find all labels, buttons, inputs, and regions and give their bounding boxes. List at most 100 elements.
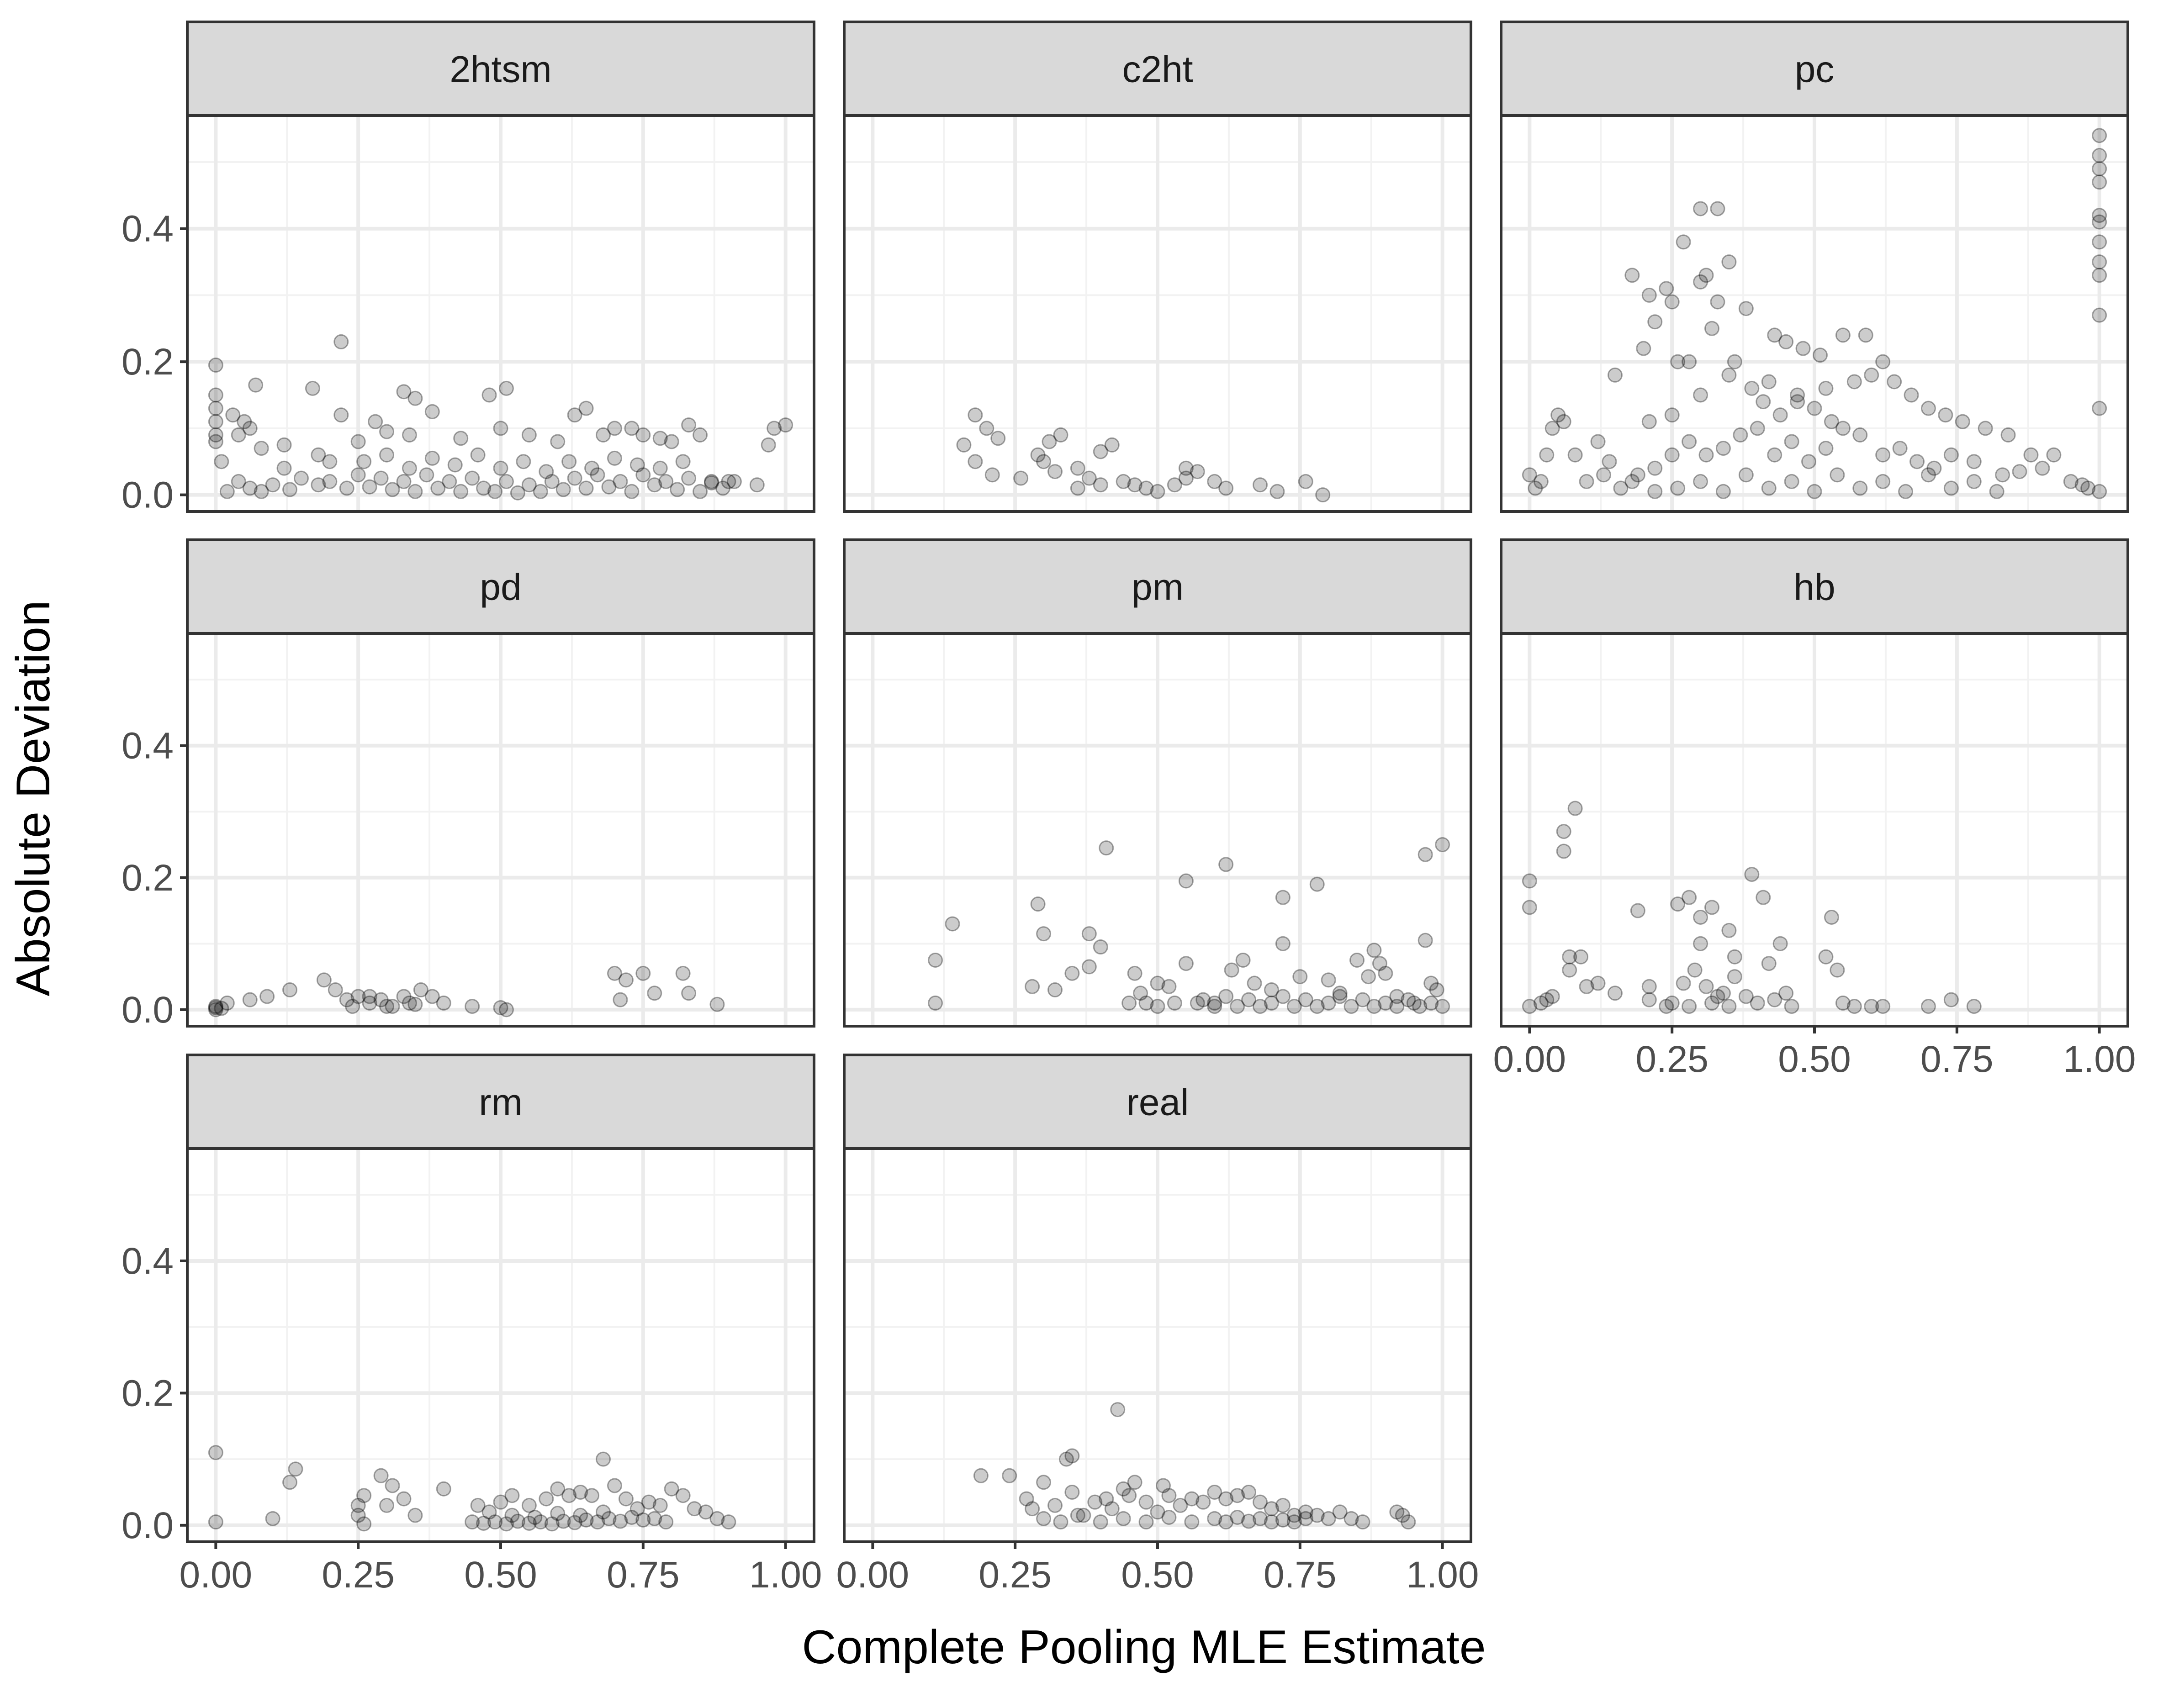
data-point bbox=[607, 965, 622, 981]
data-point bbox=[476, 480, 492, 496]
data-point bbox=[956, 437, 972, 453]
data-point bbox=[1682, 999, 1697, 1014]
data-point bbox=[493, 1494, 508, 1510]
data-point bbox=[1121, 995, 1137, 1011]
data-point bbox=[1207, 995, 1222, 1011]
data-point bbox=[1081, 959, 1097, 975]
data-point bbox=[1389, 999, 1405, 1014]
data-point bbox=[510, 1513, 525, 1529]
data-point bbox=[1670, 896, 1686, 912]
data-point bbox=[436, 995, 451, 1011]
data-point bbox=[1966, 999, 1982, 1014]
data-point bbox=[2092, 268, 2107, 283]
data-point bbox=[1715, 986, 1731, 1001]
data-point bbox=[1047, 982, 1063, 998]
data-point bbox=[1846, 999, 1862, 1014]
data-point bbox=[1562, 962, 1577, 978]
data-point bbox=[1378, 995, 1393, 1011]
data-point bbox=[1938, 407, 1953, 423]
data-point bbox=[1790, 394, 1805, 410]
data-point bbox=[385, 999, 400, 1014]
data-point bbox=[984, 467, 1000, 483]
data-point bbox=[1104, 437, 1120, 453]
facet-strip-label: rm bbox=[479, 1082, 523, 1123]
data-point bbox=[1360, 969, 1376, 985]
data-point bbox=[1727, 354, 1742, 369]
data-point bbox=[681, 417, 697, 433]
panel-border bbox=[843, 632, 1472, 1028]
data-point bbox=[1401, 992, 1416, 1007]
data-point bbox=[1343, 999, 1359, 1014]
data-point bbox=[635, 467, 651, 483]
y-tick-label: 0.4 bbox=[122, 1240, 174, 1282]
data-point bbox=[1127, 1475, 1142, 1490]
x-tick-label: 1.00 bbox=[749, 1554, 822, 1596]
data-point bbox=[1184, 1491, 1200, 1507]
data-point bbox=[1864, 999, 1879, 1014]
data-point bbox=[259, 989, 275, 1004]
data-point bbox=[693, 427, 708, 443]
data-point bbox=[1093, 444, 1108, 459]
data-point bbox=[1624, 474, 1640, 489]
data-point bbox=[1025, 1501, 1040, 1517]
data-point bbox=[1161, 1488, 1177, 1503]
data-point bbox=[407, 996, 423, 1012]
data-point bbox=[749, 477, 765, 493]
data-point bbox=[1807, 401, 1822, 416]
data-point bbox=[1070, 1508, 1085, 1523]
data-point bbox=[544, 474, 560, 489]
data-point bbox=[1784, 474, 1799, 489]
facet-strip-label: pd bbox=[480, 567, 521, 608]
data-point bbox=[1664, 447, 1680, 463]
data-point bbox=[379, 999, 395, 1014]
data-point bbox=[1590, 434, 1606, 449]
x-tick-label: 0.00 bbox=[180, 1554, 253, 1596]
data-point bbox=[1224, 962, 1239, 978]
data-point bbox=[447, 457, 463, 473]
data-point bbox=[1150, 975, 1165, 991]
data-point bbox=[1693, 474, 1708, 489]
data-point bbox=[1772, 407, 1788, 423]
data-point bbox=[1081, 470, 1097, 486]
data-point bbox=[1025, 979, 1040, 994]
data-point bbox=[208, 387, 223, 403]
data-point bbox=[573, 1508, 588, 1523]
facet-panel-pc: pc bbox=[1500, 21, 2129, 513]
x-tick-label: 0.75 bbox=[1920, 1039, 1994, 1080]
data-point bbox=[647, 1511, 662, 1526]
data-point bbox=[561, 1488, 577, 1503]
data-point bbox=[1562, 949, 1577, 965]
data-point bbox=[693, 484, 708, 499]
data-point bbox=[1522, 467, 1537, 483]
data-point bbox=[1412, 999, 1428, 1014]
data-point bbox=[1002, 1468, 1017, 1483]
data-point bbox=[1127, 477, 1142, 493]
x-axis-title: Complete Pooling MLE Estimate bbox=[802, 1621, 1486, 1674]
facet-panel-real: real 0.00 0.25 0.50 0.75 1.00 bbox=[836, 1054, 1479, 1596]
data-point bbox=[928, 995, 943, 1011]
data-point bbox=[2092, 307, 2107, 323]
data-point bbox=[254, 484, 269, 499]
data-point bbox=[1750, 421, 1765, 436]
data-point bbox=[968, 407, 983, 423]
data-point bbox=[2092, 214, 2107, 230]
data-point bbox=[567, 407, 582, 423]
data-point bbox=[1818, 949, 1834, 965]
data-point bbox=[1522, 999, 1537, 1014]
data-point bbox=[1178, 470, 1194, 486]
data-point bbox=[1275, 989, 1291, 1004]
data-point bbox=[1596, 467, 1612, 483]
data-point bbox=[1767, 447, 1782, 463]
panel-border bbox=[186, 114, 815, 513]
data-point bbox=[2092, 254, 2107, 270]
data-point bbox=[419, 467, 434, 483]
data-point bbox=[681, 470, 697, 486]
data-point bbox=[1264, 982, 1279, 998]
data-point bbox=[1670, 354, 1686, 369]
data-point bbox=[1093, 939, 1108, 955]
data-point bbox=[1372, 956, 1387, 971]
data-point bbox=[1286, 1514, 1302, 1530]
data-point bbox=[1389, 989, 1405, 1004]
data-point bbox=[407, 390, 423, 406]
data-point bbox=[1435, 837, 1450, 853]
